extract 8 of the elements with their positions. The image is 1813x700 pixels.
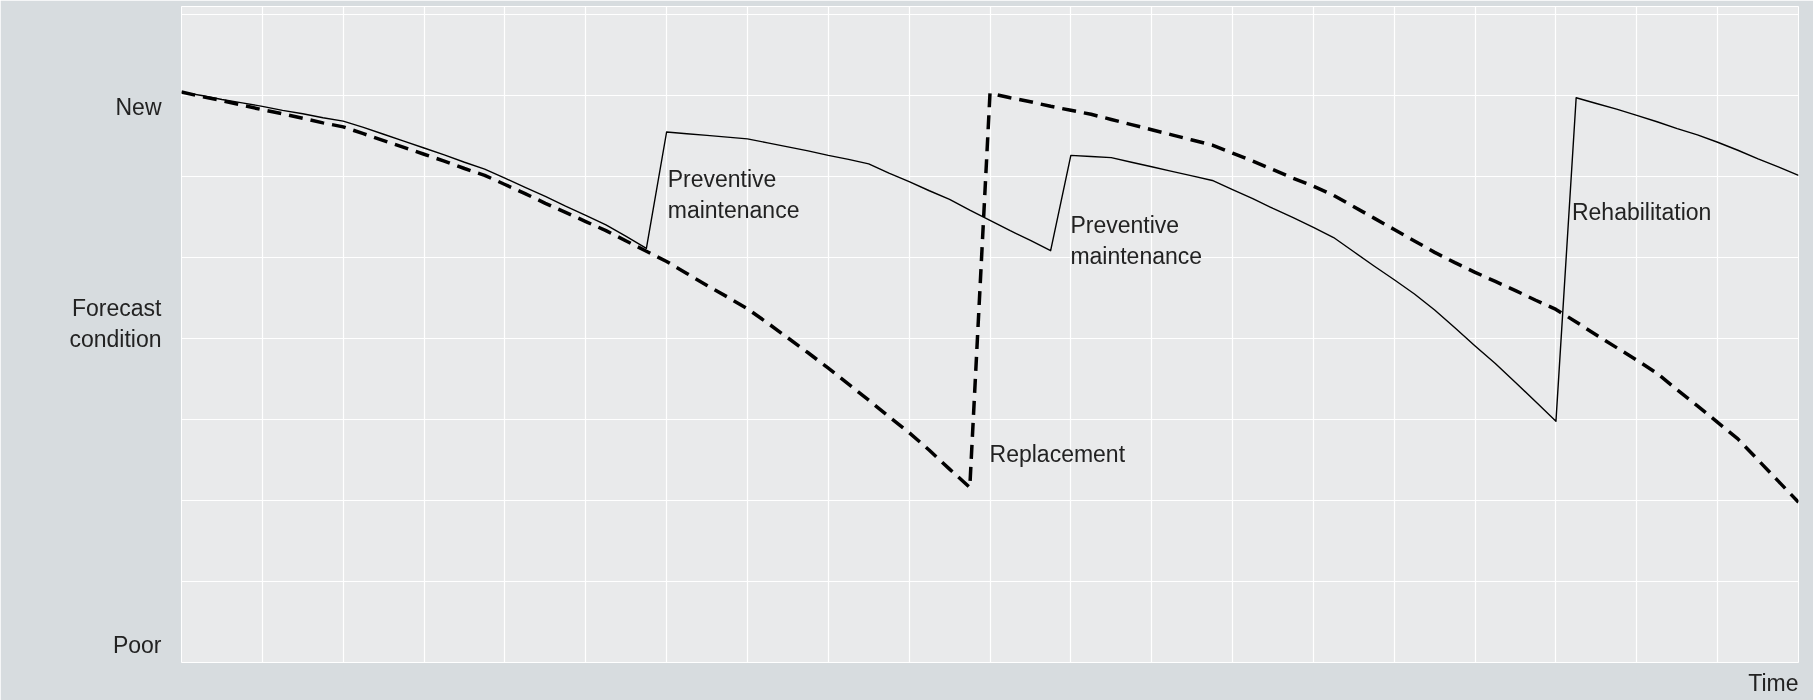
text: Forecast condition — [69, 295, 163, 353]
annotation: Preventive maintenance — [667, 166, 800, 224]
text: Poor — [112, 631, 162, 658]
annotation: Preventive maintenance — [1070, 211, 1203, 269]
annotation: Replacement — [989, 441, 1126, 468]
annotation: Rehabilitation — [1571, 198, 1712, 225]
x-axis-title: Time — [1748, 669, 1799, 696]
text: New — [115, 94, 162, 121]
